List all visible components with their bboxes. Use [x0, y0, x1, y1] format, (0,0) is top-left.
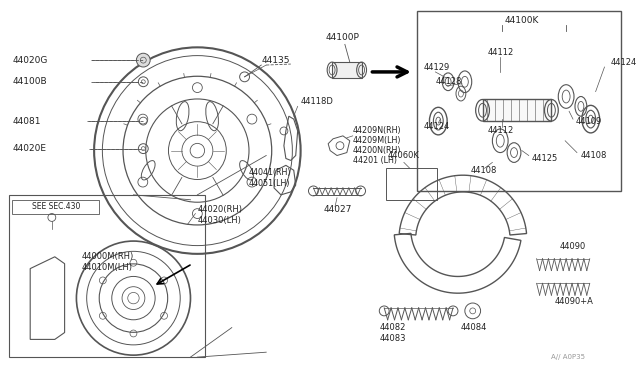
Text: 44124: 44124 [611, 58, 637, 67]
Text: 44129: 44129 [424, 62, 450, 71]
Bar [417, 11, 621, 191]
Text: 44128: 44128 [435, 77, 461, 86]
Bar [8, 195, 205, 357]
Text: 44041(RH): 44041(RH) [248, 168, 291, 177]
Text: 44084: 44084 [461, 323, 487, 332]
Text: 44051(LH): 44051(LH) [248, 179, 290, 187]
Text: 44108: 44108 [471, 166, 497, 175]
Text: 44000M(RH): 44000M(RH) [81, 252, 134, 261]
Text: 44100P: 44100P [325, 33, 359, 42]
Text: 44100K: 44100K [505, 16, 539, 25]
Text: 44083: 44083 [380, 334, 406, 343]
Text: 44135: 44135 [261, 56, 290, 65]
Text: 44124: 44124 [424, 122, 450, 131]
Text: 44109: 44109 [576, 116, 602, 126]
Text: 44112: 44112 [488, 126, 514, 135]
Text: 44209N(RH): 44209N(RH) [353, 126, 401, 135]
Text: 44100B: 44100B [13, 77, 47, 86]
Text: 44112: 44112 [488, 48, 514, 57]
Bar [13, 200, 99, 214]
Text: 44020G: 44020G [13, 56, 48, 65]
Bar [386, 168, 437, 200]
Text: 44081: 44081 [13, 116, 41, 126]
Circle shape [136, 53, 150, 67]
Text: 44082: 44082 [380, 323, 406, 332]
Text: 44201 (LH): 44201 (LH) [353, 156, 397, 165]
Text: 44010M(LH): 44010M(LH) [81, 263, 132, 272]
Text: 44020E: 44020E [13, 144, 47, 153]
Text: 44060K: 44060K [387, 151, 419, 160]
Bar [332, 62, 362, 78]
Text: 44020(RH): 44020(RH) [197, 205, 243, 214]
Text: 44118D: 44118D [301, 97, 333, 106]
Text: 44209M(LH): 44209M(LH) [353, 136, 401, 145]
Text: 44027: 44027 [323, 205, 351, 214]
Text: 44200N(RH): 44200N(RH) [353, 146, 401, 155]
Text: A// A0P35: A// A0P35 [552, 354, 586, 360]
Text: 44030(LH): 44030(LH) [197, 216, 241, 225]
Text: 44090: 44090 [559, 243, 586, 251]
Bar [483, 99, 552, 121]
Text: 44125: 44125 [532, 154, 558, 163]
Text: 44090+A: 44090+A [554, 296, 593, 305]
Text: 44108: 44108 [581, 151, 607, 160]
Text: SEE SEC.430: SEE SEC.430 [31, 202, 80, 211]
